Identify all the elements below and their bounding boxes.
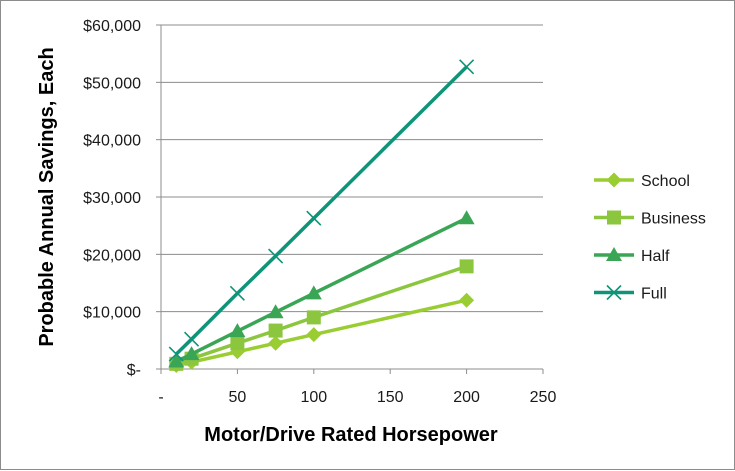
- legend-marker: [606, 284, 622, 301]
- data-point: [267, 304, 284, 319]
- y-axis-title: Probable Annual Savings, Each: [36, 47, 58, 346]
- data-point: [459, 292, 475, 308]
- data-point: [458, 210, 475, 225]
- legend: School Business Half Full: [594, 172, 706, 303]
- y-tick-label: $40,000: [83, 133, 141, 150]
- series-line: [175, 264, 468, 366]
- legend-item-half: Half: [594, 247, 670, 265]
- legend-label: Half: [641, 248, 670, 265]
- data-point: [306, 210, 322, 226]
- legend-label: Full: [641, 286, 667, 303]
- gridlines: [161, 24, 543, 313]
- series-line: [175, 216, 468, 364]
- y-tick-label: $-: [127, 362, 141, 379]
- series-layer: [168, 59, 475, 374]
- legend-marker: [606, 172, 622, 188]
- y-tick-label: $30,000: [83, 190, 141, 207]
- legend-label: School: [641, 173, 690, 190]
- data-point: [230, 336, 245, 351]
- y-tick-label: $50,000: [83, 75, 141, 92]
- y-tick-label: $60,000: [83, 18, 141, 35]
- data-point: [268, 323, 283, 338]
- x-tick-label: 200: [453, 389, 480, 406]
- data-point: [459, 59, 475, 75]
- legend-item-full: Full: [594, 284, 667, 303]
- x-tick-label: -: [158, 389, 163, 406]
- data-point: [183, 331, 200, 347]
- data-point: [305, 285, 322, 300]
- data-point: [229, 323, 246, 338]
- data-point: [306, 327, 322, 343]
- data-point: [459, 259, 474, 274]
- x-axis-ticks: - 50 100 150 200 250: [158, 369, 556, 406]
- axes: [160, 25, 543, 374]
- x-tick-label: 250: [530, 389, 557, 406]
- series-school: [168, 292, 475, 374]
- y-tick-label: $20,000: [83, 247, 141, 264]
- series-full: [168, 59, 475, 362]
- data-point: [229, 285, 245, 301]
- legend-marker: [607, 210, 621, 225]
- x-axis-title: Motor/Drive Rated Horsepower: [204, 424, 498, 446]
- data-point: [168, 346, 184, 362]
- legend-item-business: Business: [594, 210, 706, 228]
- series-half: [168, 210, 475, 368]
- legend-label: Business: [641, 211, 706, 228]
- data-point: [168, 353, 185, 368]
- legend-item-school: School: [594, 172, 690, 190]
- y-tick-label: $10,000: [83, 305, 141, 322]
- x-tick-label: 50: [229, 389, 247, 406]
- x-tick-label: 150: [377, 389, 404, 406]
- x-tick-label: 100: [300, 389, 327, 406]
- data-point: [183, 346, 200, 361]
- y-axis-ticks: $- $10,000 $20,000 $30,000 $40,000 $50,000 $60…: [83, 18, 161, 379]
- data-point: [268, 335, 284, 351]
- data-point: [306, 310, 321, 325]
- legend-marker: [606, 247, 622, 261]
- data-point: [268, 248, 284, 264]
